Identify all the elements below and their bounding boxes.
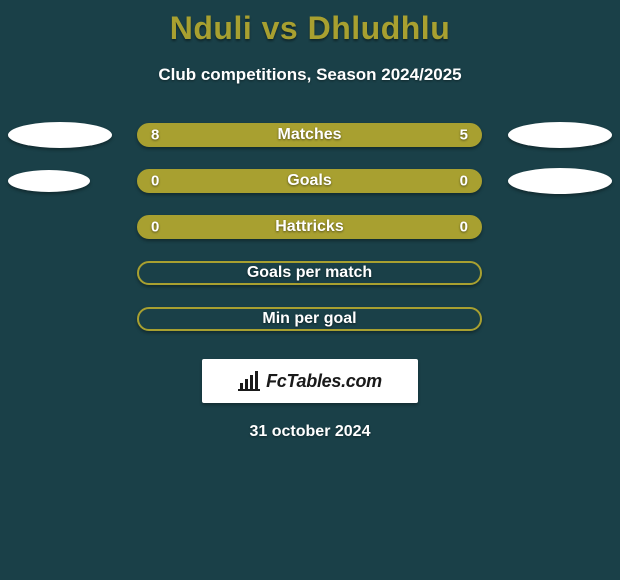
left-ellipse (8, 170, 90, 192)
stat-right-value: 5 (460, 127, 468, 144)
stat-pill: Goals per match (137, 261, 482, 285)
stat-label: Goals per match (247, 264, 372, 282)
stat-label: Matches (277, 126, 341, 144)
stat-row-goals-per-match: Goals per match (0, 261, 620, 285)
right-ellipse (508, 122, 612, 148)
stat-pill: 0 Hattricks 0 (137, 215, 482, 239)
right-ellipse (508, 168, 612, 194)
stat-left-value: 0 (151, 219, 159, 236)
branding-text: FcTables.com (266, 371, 382, 392)
stat-row-goals: 0 Goals 0 (0, 169, 620, 193)
stat-label: Hattricks (275, 218, 343, 236)
branding-badge: FcTables.com (202, 359, 418, 403)
left-ellipse (8, 122, 112, 148)
stat-row-hattricks: 0 Hattricks 0 (0, 215, 620, 239)
stat-pill: 8 Matches 5 (137, 123, 482, 147)
stat-left-value: 8 (151, 127, 159, 144)
stat-row-matches: 8 Matches 5 (0, 123, 620, 147)
stat-pill: Min per goal (137, 307, 482, 331)
bar-chart-icon (238, 371, 262, 391)
date-label: 31 october 2024 (0, 423, 620, 441)
subtitle: Club competitions, Season 2024/2025 (0, 65, 620, 85)
stat-right-value: 0 (460, 219, 468, 236)
stat-pill: 0 Goals 0 (137, 169, 482, 193)
stat-left-value: 0 (151, 173, 159, 190)
stat-label: Goals (287, 172, 331, 190)
stat-label: Min per goal (262, 310, 356, 328)
stat-row-min-per-goal: Min per goal (0, 307, 620, 331)
page-title: Nduli vs Dhludhlu (0, 0, 620, 47)
comparison-rows: 8 Matches 5 0 Goals 0 0 Hattricks 0 Goal… (0, 123, 620, 331)
stat-right-value: 0 (460, 173, 468, 190)
